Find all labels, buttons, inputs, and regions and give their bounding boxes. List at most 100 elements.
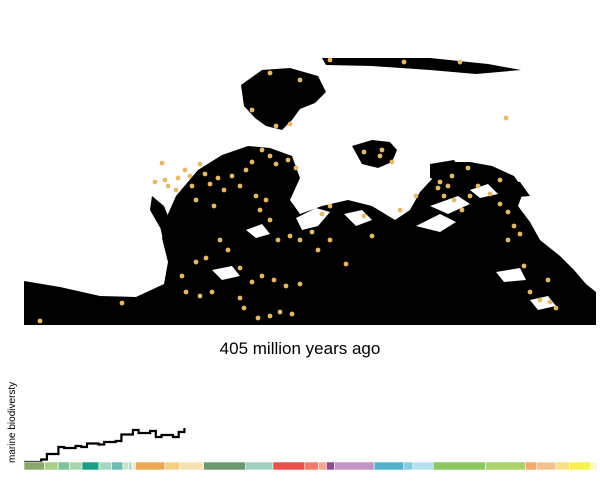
fossil-dot (327, 57, 333, 63)
fossil-dot (297, 281, 303, 287)
fossil-dot (209, 289, 215, 295)
fossil-dot (255, 315, 261, 321)
fossil-dot (449, 173, 455, 179)
fossil-dot (187, 173, 193, 179)
timeline-band (536, 461, 557, 471)
fossil-dot (465, 165, 471, 171)
fossil-dot (203, 255, 209, 261)
fossil-dot (315, 247, 321, 253)
fossil-dot (237, 295, 243, 301)
fossil-dot (211, 203, 217, 209)
west-peninsula-2 (160, 226, 184, 254)
timeline-band (555, 461, 571, 471)
timeline-band (122, 461, 129, 471)
fossil-dot (285, 157, 291, 163)
fossil-dot (457, 59, 463, 65)
fossil-dot (229, 173, 235, 179)
fossil-dot (183, 289, 189, 295)
fossil-dot (267, 313, 273, 319)
diversity-curve (24, 428, 186, 464)
fossil-dot (545, 277, 551, 283)
fossil-dot (259, 273, 265, 279)
fossil-dot (369, 233, 375, 239)
fossil-dot (289, 311, 295, 317)
fossil-dot (267, 153, 273, 159)
fossil-dot (503, 115, 509, 121)
fossil-dot (327, 237, 333, 243)
fossil-dot (467, 193, 473, 199)
fossil-occurrences (37, 57, 559, 324)
fossil-dot (225, 247, 231, 253)
fossil-dot (547, 299, 553, 305)
fossil-dot (527, 289, 533, 295)
timeline-band (164, 461, 181, 471)
fossil-dot (505, 209, 511, 215)
fossil-dot (197, 161, 203, 167)
geologic-timeline (23, 461, 598, 471)
time-caption: 405 million years ago (219, 339, 381, 358)
paleogeographic-map (24, 57, 596, 325)
fossil-dot (173, 187, 179, 193)
northern-continent (241, 68, 326, 130)
timeline-band (131, 461, 136, 471)
fossil-dot (259, 147, 265, 153)
fossil-dot (237, 265, 243, 271)
timeline-band (69, 461, 83, 471)
fossil-dot (319, 211, 325, 217)
fossil-dot (377, 153, 383, 159)
biodiversity-chart (23, 428, 598, 471)
fossil-dot (511, 223, 517, 229)
fossil-dot (182, 167, 188, 173)
fossil-dot (197, 293, 203, 299)
fossil-dot (193, 259, 199, 265)
fossil-dot (277, 309, 283, 315)
fossil-dot (435, 185, 441, 191)
timeline-band (272, 461, 306, 471)
timeline-band (334, 461, 375, 471)
timeline-band (57, 461, 70, 471)
fossil-dot (459, 207, 465, 213)
fossil-dot (287, 233, 293, 239)
central-island (352, 140, 397, 168)
fossil-dot (202, 171, 208, 177)
timeline-band (135, 461, 166, 471)
timeline-band (589, 461, 594, 471)
fossil-dot (273, 161, 279, 167)
fossil-dot (207, 181, 213, 187)
fossil-dot (309, 229, 315, 235)
fossil-dot (165, 183, 171, 189)
fossil-dot (521, 263, 527, 269)
fossil-dot (175, 175, 181, 181)
west-peninsula (150, 196, 172, 238)
fossil-dot (193, 197, 199, 203)
fossil-dot (451, 197, 457, 203)
fossil-dot (249, 107, 255, 113)
east-sliver (520, 240, 566, 266)
fossil-dot (267, 217, 273, 223)
fossil-dot (361, 149, 367, 155)
fossil-dot (343, 261, 349, 267)
timeline-band (373, 461, 405, 471)
fossil-dot (283, 283, 289, 289)
timeline-band (569, 461, 591, 471)
fossil-dot (413, 193, 419, 199)
east-island-2 (430, 160, 462, 182)
continents (24, 58, 596, 325)
fossil-dot (271, 277, 277, 283)
fossil-dot (179, 273, 185, 279)
fossil-dot (475, 183, 481, 189)
arctic-landmass (322, 58, 521, 74)
timeline-band (593, 461, 598, 471)
fossil-dot (297, 237, 303, 243)
timeline-band (403, 461, 414, 471)
timeline-band (432, 461, 486, 471)
fossil-dot (397, 207, 403, 213)
fossil-dot (152, 179, 158, 185)
fossil-dot (287, 121, 293, 127)
fossil-dot (37, 318, 43, 324)
fossil-dot (517, 231, 523, 237)
fossil-dot (217, 237, 223, 243)
timeline-band (128, 461, 133, 471)
fossil-dot (537, 297, 543, 303)
fossil-dot (487, 191, 493, 197)
